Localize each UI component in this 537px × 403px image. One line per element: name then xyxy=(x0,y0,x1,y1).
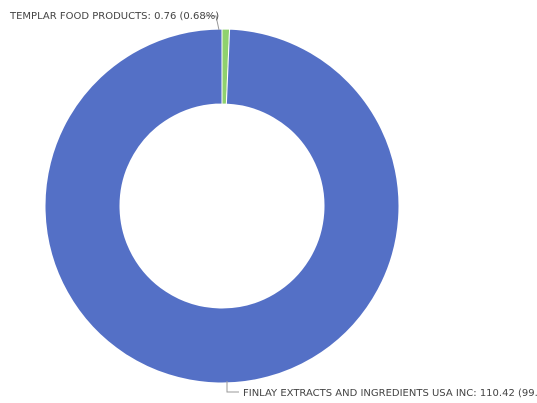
label-templar-group: TEMPLAR FOOD PRODUCTS: 0.76 (0.68%) xyxy=(9,11,220,31)
leader-line-templar xyxy=(204,15,220,31)
label-finlay-group: FINLAY EXTRACTS AND INGREDIENTS USA INC:… xyxy=(226,381,537,399)
slice-group xyxy=(44,28,400,384)
data-label-finlay[interactable]: FINLAY EXTRACTS AND INGREDIENTS USA INC:… xyxy=(243,388,537,399)
data-label-templar[interactable]: TEMPLAR FOOD PRODUCTS: 0.76 (0.68%) xyxy=(9,11,219,22)
leader-line-finlay xyxy=(226,381,239,393)
donut-slice-1[interactable] xyxy=(44,28,400,384)
